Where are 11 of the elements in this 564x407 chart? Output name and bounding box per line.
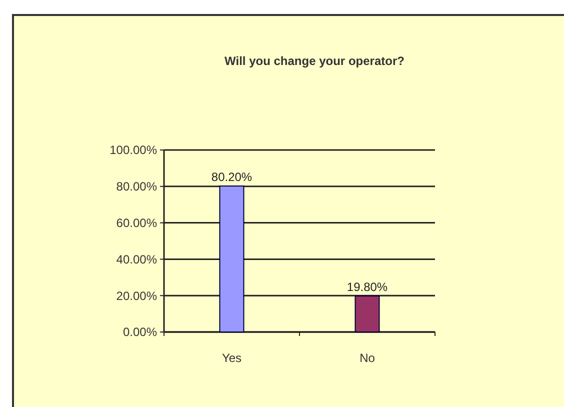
y-tick-label: 60.00% xyxy=(116,216,158,230)
x-tick-label: Yes xyxy=(222,351,242,365)
y-tick-label: 0.00% xyxy=(122,325,158,340)
y-tick-label: 20.00% xyxy=(116,288,158,303)
x-tick-label: No xyxy=(360,351,376,365)
y-tick-label: 100.00% xyxy=(110,143,158,158)
chart-title: Will you change your operator? xyxy=(224,54,404,68)
y-tick-label: 40.00% xyxy=(116,252,158,266)
y-tick-label: 80.00% xyxy=(116,180,158,194)
data-label: 80.20% xyxy=(211,170,252,184)
data-label: 19.80% xyxy=(346,280,388,294)
